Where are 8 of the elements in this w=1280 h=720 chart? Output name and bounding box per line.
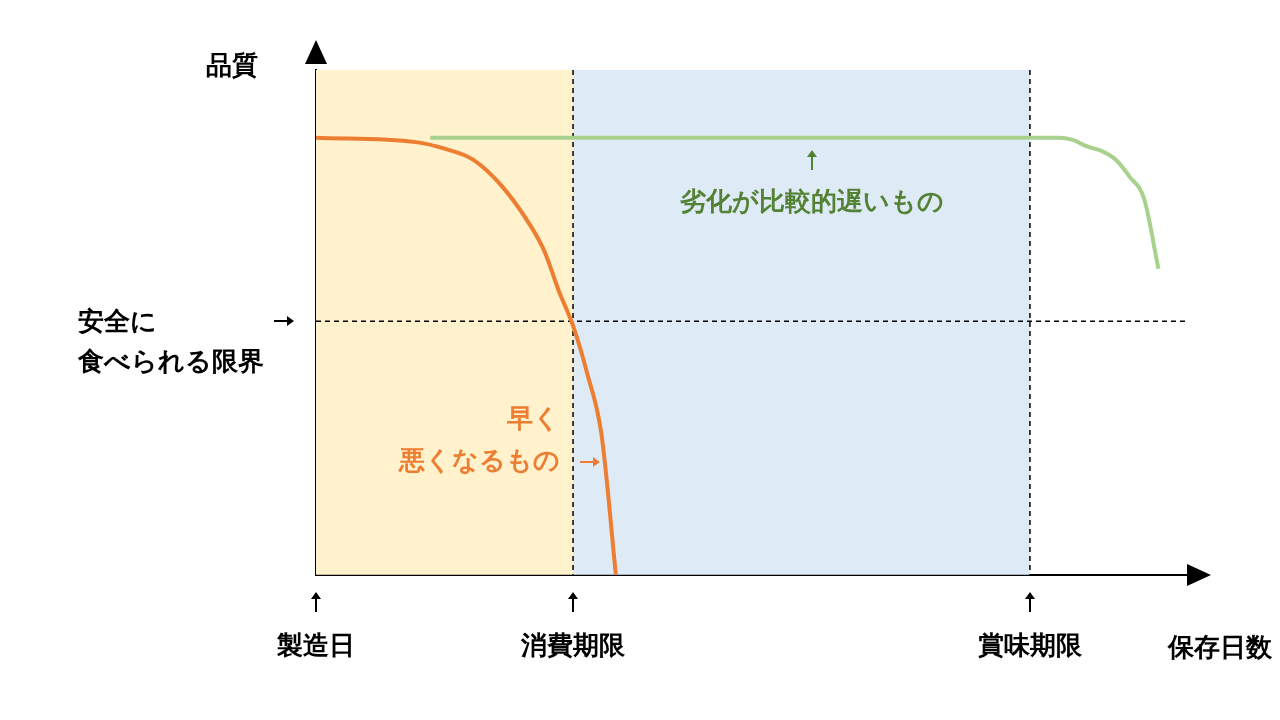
ref-line-label: 安全に食べられる限界	[77, 306, 264, 377]
series-label: 早く悪くなるもの	[398, 402, 560, 475]
series-label: 劣化が比較的遅いもの	[680, 185, 944, 216]
x-tick-label: 製造日	[276, 630, 355, 661]
y-axis-title: 品質	[206, 49, 258, 82]
x-axis-title: 保存日数	[1168, 631, 1272, 664]
x-tick-label: 消費期限	[520, 630, 627, 661]
x-tick-label: 賞味期限	[977, 630, 1083, 661]
